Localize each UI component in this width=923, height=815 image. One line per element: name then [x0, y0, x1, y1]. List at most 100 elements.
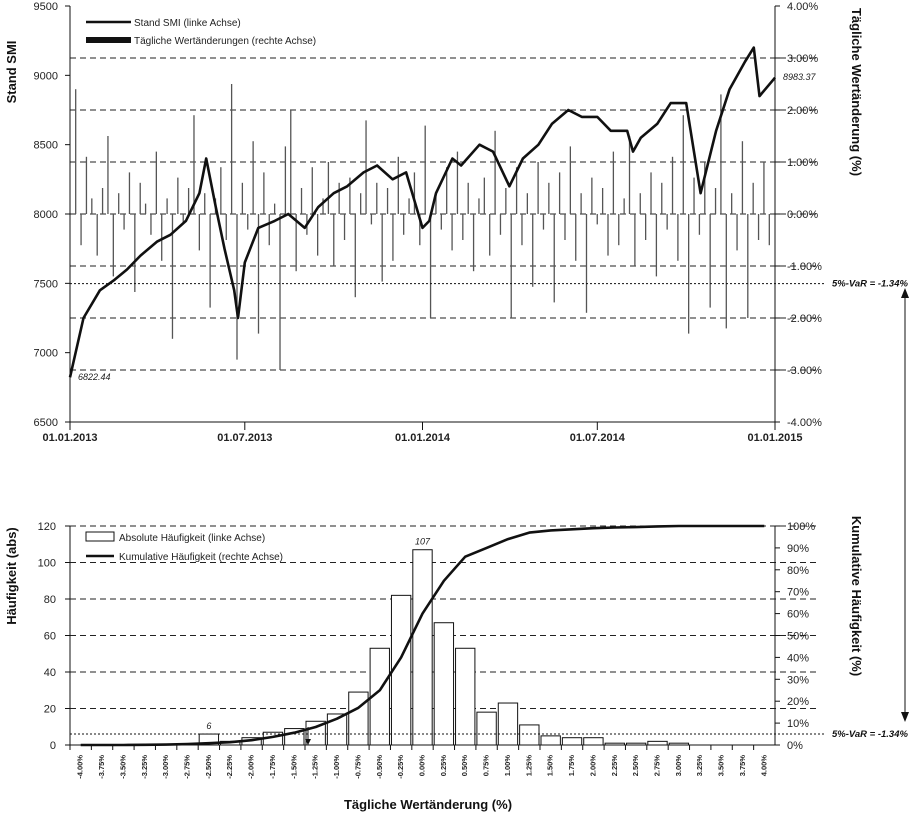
- bottom-right-tick-label: 30%: [787, 674, 809, 686]
- smi-series-line: [68, 46, 776, 378]
- bottom-x-tick-label: 2.25%: [610, 755, 619, 777]
- bottom-x-tick-label: -2.25%: [225, 755, 234, 779]
- histogram-bar: [348, 691, 369, 746]
- bottom-left-ticks: 0 20 40 60 80 100 120: [38, 521, 70, 752]
- bottom-x-tick-label: -3.75%: [97, 755, 106, 779]
- bottom-right-tick-label: 60%: [787, 609, 809, 621]
- bottom-x-tick-label: 2.00%: [588, 755, 597, 777]
- bottom-x-tick-label: -3.00%: [161, 755, 170, 779]
- peak-count-label: 107: [415, 537, 431, 547]
- bottom-left-axis-title: Häufigkeit (abs): [4, 527, 19, 625]
- bottom-x-tick-label: -1.25%: [311, 755, 320, 779]
- bottom-cumulative-line: [80, 524, 765, 747]
- bottom-right-tick-label: 90%: [787, 543, 809, 555]
- top-left-tick-label: 7000: [34, 348, 58, 360]
- top-right-tick-label: 3.00%: [787, 53, 818, 65]
- top-x-tick-label: 01.07.2013: [217, 432, 272, 444]
- top-right-tick-label: 1.00%: [787, 157, 818, 169]
- top-legend: Stand SMI (linke Achse) Tägliche Wertänd…: [86, 18, 316, 47]
- bottom-left-tick-label: 0: [50, 740, 56, 752]
- bottom-x-tick-label: -1.75%: [268, 755, 277, 779]
- bottom-x-tick-label: 2.75%: [653, 755, 662, 777]
- legend-bar-swatch: [86, 37, 131, 43]
- top-right-tick-label: -1.00%: [787, 261, 822, 273]
- bottom-var-label: 5%-VaR = -1.34%: [832, 729, 909, 740]
- bottom-right-tick-label: 80%: [787, 565, 809, 577]
- legend-bars-label: Tägliche Wertänderungen (rechte Achse): [134, 36, 316, 47]
- histogram-bar: [519, 724, 540, 746]
- var-marker-arrow: [304, 727, 311, 745]
- bottom-x-tick-label: 1.25%: [524, 755, 533, 777]
- bottom-right-tick-label: 40%: [787, 652, 809, 664]
- bottom-x-tick-label: 1.00%: [503, 755, 512, 777]
- legend-hist-swatch: [85, 531, 115, 542]
- bottom-right-tick-label: 10%: [787, 718, 809, 730]
- histogram-bar: [540, 735, 561, 746]
- end-value-label: 8983.37: [783, 72, 817, 82]
- top-left-tick-label: 8000: [34, 209, 58, 221]
- var-connector-arrow: [901, 288, 909, 722]
- bottom-x-tick-label: 2.50%: [631, 755, 640, 777]
- start-value-label: 6822.44: [78, 372, 111, 382]
- bottom-x-tick-label: -2.00%: [247, 755, 256, 779]
- bottom-x-tick-label: 0.00%: [418, 755, 427, 777]
- top-x-tick-label: 01.01.2014: [395, 432, 451, 444]
- bottom-x-tick-label: -1.00%: [332, 755, 341, 779]
- top-left-tick-label: 9500: [34, 1, 58, 13]
- bottom-right-axis-title: Kumulative Häufigkeit (%): [849, 516, 864, 676]
- top-left-tick-label: 7500: [34, 278, 58, 290]
- bottom-x-tick-label: -2.50%: [204, 755, 213, 779]
- histogram-bar: [455, 647, 476, 746]
- bottom-x-tick-label: 3.00%: [674, 755, 683, 777]
- top-right-tick-label: -4.00%: [787, 417, 822, 429]
- histogram-bar: [412, 549, 433, 746]
- bottom-x-tick-label: 0.75%: [482, 755, 491, 777]
- top-right-tick-label: -2.00%: [787, 313, 822, 325]
- top-smi-line: [68, 46, 776, 378]
- top-left-tick-label: 8500: [34, 140, 58, 152]
- bottom-right-tick-label: 100%: [787, 521, 815, 533]
- bottom-right-tick-label: 20%: [787, 696, 809, 708]
- top-right-ticks: -4.00% -3.00% -2.00% -1.00% 0.00% 1.00% 2.00% 3…: [775, 1, 822, 429]
- histogram-bar: [497, 702, 519, 746]
- histogram-bar: [433, 622, 455, 746]
- top-left-tick-label: 9000: [34, 70, 58, 82]
- bottom-x-axis-title: Tägliche Wertänderung (%): [344, 797, 512, 812]
- bottom-x-tick-label: -3.50%: [118, 755, 127, 779]
- bottom-x-tick-label: 1.50%: [546, 755, 555, 777]
- bottom-x-tick-label: 3.25%: [695, 755, 704, 777]
- top-right-tick-label: 4.00%: [787, 1, 818, 13]
- bottom-x-tick-label: -0.50%: [375, 755, 384, 779]
- bottom-left-tick-label: 120: [38, 521, 56, 533]
- histogram-bar: [647, 740, 668, 746]
- bottom-x-tick-label: -3.25%: [140, 755, 149, 779]
- histogram-bar: [561, 737, 583, 746]
- bottom-x-tick-label: 1.75%: [567, 755, 576, 777]
- bottom-right-tick-label: 50%: [787, 631, 809, 643]
- top-right-axis-title: Tägliche Wertänderung (%): [849, 8, 864, 176]
- bottom-x-tick-label: -0.75%: [353, 755, 362, 779]
- top-x-ticks: 01.01.2013 01.07.2013 01.01.2014 01.07.2014…: [42, 422, 803, 444]
- tail-count-label: 6: [206, 721, 211, 731]
- bottom-right-tick-label: 70%: [787, 587, 809, 599]
- bottom-left-tick-label: 60: [44, 631, 56, 643]
- bottom-x-tick-label: 0.25%: [439, 755, 448, 777]
- top-right-tick-label: -3.00%: [787, 365, 822, 377]
- bottom-x-tick-label: -4.00%: [76, 755, 85, 779]
- legend-smi-label: Stand SMI (linke Achse): [134, 18, 241, 29]
- top-left-axis-title: Stand SMI: [4, 41, 19, 104]
- bottom-x-tick-label: -1.50%: [289, 755, 298, 779]
- top-var-label: 5%-VaR = -1.34%: [832, 279, 909, 290]
- bottom-left-tick-label: 40: [44, 667, 56, 679]
- bottom-right-tick-label: 0%: [787, 740, 803, 752]
- bottom-left-tick-label: 20: [44, 704, 56, 716]
- bottom-x-tick-label: -2.75%: [183, 755, 192, 779]
- top-x-tick-label: 01.07.2014: [570, 432, 626, 444]
- top-x-tick-label: 01.01.2015: [747, 432, 802, 444]
- top-grid: [70, 57, 820, 371]
- histogram-bar: [583, 737, 604, 746]
- bottom-x-tick-label: 4.00%: [759, 755, 768, 777]
- bottom-legend: Absolute Häufigkeit (linke Achse) Kumula…: [85, 531, 283, 563]
- cumulative-series-line: [80, 524, 765, 747]
